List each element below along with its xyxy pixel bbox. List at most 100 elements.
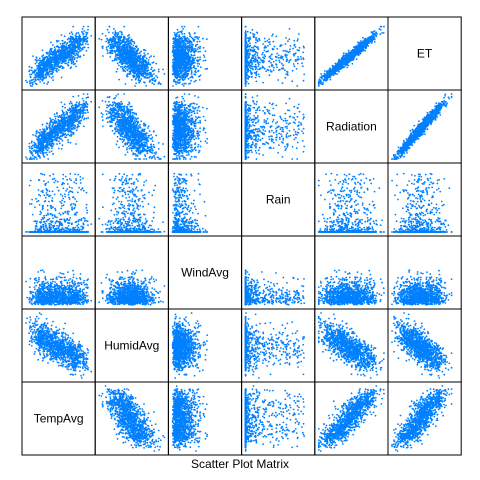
scatter-points (25, 26, 92, 87)
scatter-point (78, 47, 80, 49)
scatter-point (135, 69, 137, 71)
scatter-point (249, 45, 251, 47)
scatter-point (173, 41, 175, 43)
scatter-point (123, 60, 125, 62)
scatter-point (183, 83, 185, 85)
scatter-point (38, 72, 40, 74)
scatter-point (136, 51, 138, 53)
scatter-point (117, 68, 119, 70)
scatter-point (112, 32, 114, 34)
scatter-point (87, 29, 89, 31)
scatter-point (172, 46, 174, 48)
scatter-point (185, 54, 187, 56)
scatter-point (87, 26, 89, 28)
scatter-point (79, 50, 81, 52)
scatter-point (73, 64, 75, 66)
scatter-point (267, 51, 269, 53)
scatter-point (297, 63, 299, 65)
scatter-point (143, 63, 145, 65)
scatter-point (87, 47, 89, 49)
scatter-point (42, 65, 44, 67)
scatter-point (172, 43, 174, 45)
scatter-point (200, 74, 202, 76)
scatter-point (153, 70, 155, 72)
scatter-point (98, 38, 100, 40)
scatter-point (145, 72, 147, 74)
scatter-point (330, 79, 332, 81)
scatter-point (172, 68, 174, 70)
scatter-point (199, 56, 201, 58)
scatter-point (184, 65, 186, 67)
scatter-point (182, 83, 184, 85)
scatter-point (255, 56, 257, 58)
scatter-point (287, 40, 289, 42)
scatter-point (183, 58, 185, 60)
scatter-point (297, 56, 299, 58)
scatter-point (193, 39, 195, 41)
scatter-point (54, 46, 56, 48)
scatter-points (245, 26, 305, 87)
scatter-point (174, 53, 176, 55)
scatter-point (174, 38, 176, 40)
scatter-point (31, 85, 33, 87)
scatter-point (53, 52, 55, 54)
scatter-point (298, 33, 300, 35)
scatter-point (182, 68, 184, 70)
scatter-point (85, 43, 87, 45)
scatter-point (74, 58, 76, 60)
scatter-point (78, 36, 80, 38)
scatter-point (245, 50, 247, 52)
scatter-point (112, 45, 114, 47)
scatter-point (303, 47, 305, 49)
scatter-point (276, 48, 278, 50)
scatter-point (120, 54, 122, 56)
scatter-point (320, 73, 322, 75)
scatter-point (49, 76, 51, 78)
scatter-point (114, 33, 116, 35)
scatter-point (47, 81, 49, 83)
scatter-point (125, 70, 127, 72)
scatter-point (132, 51, 134, 53)
scatter-point (297, 38, 299, 40)
scatter-point (250, 72, 252, 74)
scatter-point (202, 38, 204, 40)
scatter-point (122, 45, 124, 47)
scatter-point (85, 41, 87, 43)
scatter-point (195, 74, 197, 76)
scatter-point (262, 52, 264, 54)
scatter-point (179, 76, 181, 78)
scatter-point (176, 53, 178, 55)
scatter-point (127, 58, 129, 60)
scatter-point (287, 74, 289, 76)
scatter-point (147, 67, 149, 69)
scatter-point (303, 58, 305, 60)
scatter-point (62, 54, 64, 56)
scatter-point (205, 50, 207, 52)
scatter-point (198, 36, 200, 38)
scatter-point (148, 59, 150, 61)
scatter-point (111, 46, 113, 48)
scatter-point (107, 52, 109, 54)
scatter-point (73, 38, 75, 40)
scatter-point (117, 41, 119, 43)
scatter-point (59, 51, 61, 53)
scatter-point (275, 36, 277, 38)
scatter-point (186, 62, 188, 64)
scatter-point (324, 73, 326, 75)
scatter-point (72, 44, 74, 46)
scatter-point (144, 64, 146, 66)
scatter-point (192, 77, 194, 79)
scatter-point (120, 60, 122, 62)
scatter-point (272, 65, 274, 67)
scatter-point (270, 55, 272, 57)
scatter-point (293, 53, 295, 55)
scatter-point (61, 53, 63, 55)
scatter-point (35, 79, 37, 81)
scatter-point (79, 37, 81, 39)
scatter-point (131, 53, 133, 55)
scatter-point (351, 63, 353, 65)
scatter-point (248, 64, 250, 66)
scatter-point (40, 62, 42, 64)
scatter-point (35, 63, 37, 65)
scatter-point (69, 44, 71, 46)
